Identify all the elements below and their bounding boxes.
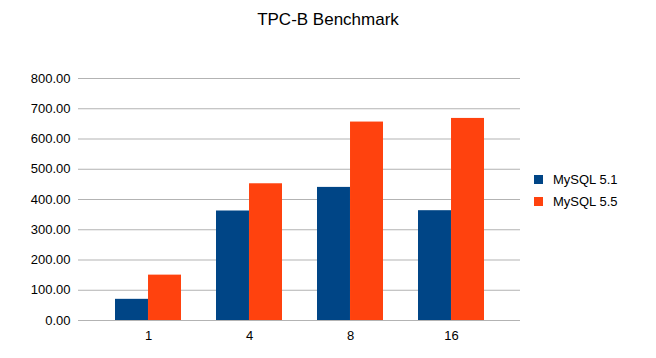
svg-text:4: 4 bbox=[246, 328, 253, 343]
svg-text:500.00: 500.00 bbox=[31, 161, 71, 176]
svg-text:100.00: 100.00 bbox=[31, 282, 71, 297]
svg-text:800.00: 800.00 bbox=[31, 71, 71, 86]
svg-text:300.00: 300.00 bbox=[31, 222, 71, 237]
svg-text:1: 1 bbox=[145, 328, 152, 343]
svg-text:400.00: 400.00 bbox=[31, 192, 71, 207]
svg-text:200.00: 200.00 bbox=[31, 252, 71, 267]
svg-text:8: 8 bbox=[347, 328, 354, 343]
svg-text:700.00: 700.00 bbox=[31, 101, 71, 116]
html-text:MySQL 5.5: MySQL 5.5 bbox=[553, 193, 618, 209]
svg-text:16: 16 bbox=[444, 328, 458, 343]
html-text:MySQL 5.1: MySQL 5.1 bbox=[553, 171, 618, 187]
html-text:TPC-B Benchmark: TPC-B Benchmark bbox=[257, 10, 399, 29]
svg-text:0.00: 0.00 bbox=[45, 313, 70, 328]
svg-text:600.00: 600.00 bbox=[31, 131, 71, 146]
